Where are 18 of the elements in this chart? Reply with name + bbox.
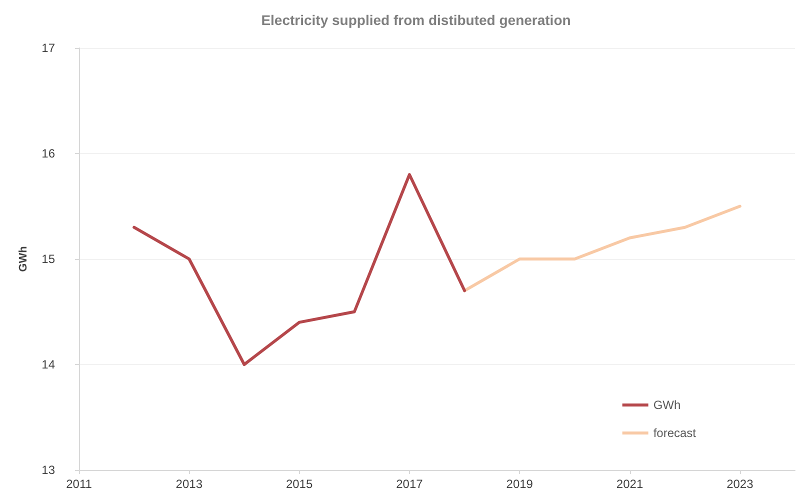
chart-title: Electricity supplied from distibuted generation [261, 12, 571, 28]
y-axis-title: GWh [18, 246, 30, 272]
y-tick-label: 13 [42, 463, 56, 477]
legend-label: GWh [653, 398, 681, 412]
y-tick-label: 15 [42, 252, 56, 266]
x-tick-label: 2017 [396, 477, 424, 491]
line-series [132, 173, 466, 366]
y-tick-label: 16 [42, 146, 56, 160]
x-tick-label: 2023 [726, 477, 754, 491]
x-tick-label: 2013 [176, 477, 203, 491]
x-tick-label: 2019 [506, 477, 534, 491]
x-tick-label: 2011 [66, 477, 92, 491]
y-tick-label: 14 [42, 358, 56, 372]
x-tick-label: 2021 [616, 477, 644, 491]
y-tick-label: 17 [42, 41, 56, 55]
line-series [463, 204, 742, 292]
x-tick-label: 2015 [286, 477, 313, 491]
legend-label: forecast [653, 426, 697, 440]
